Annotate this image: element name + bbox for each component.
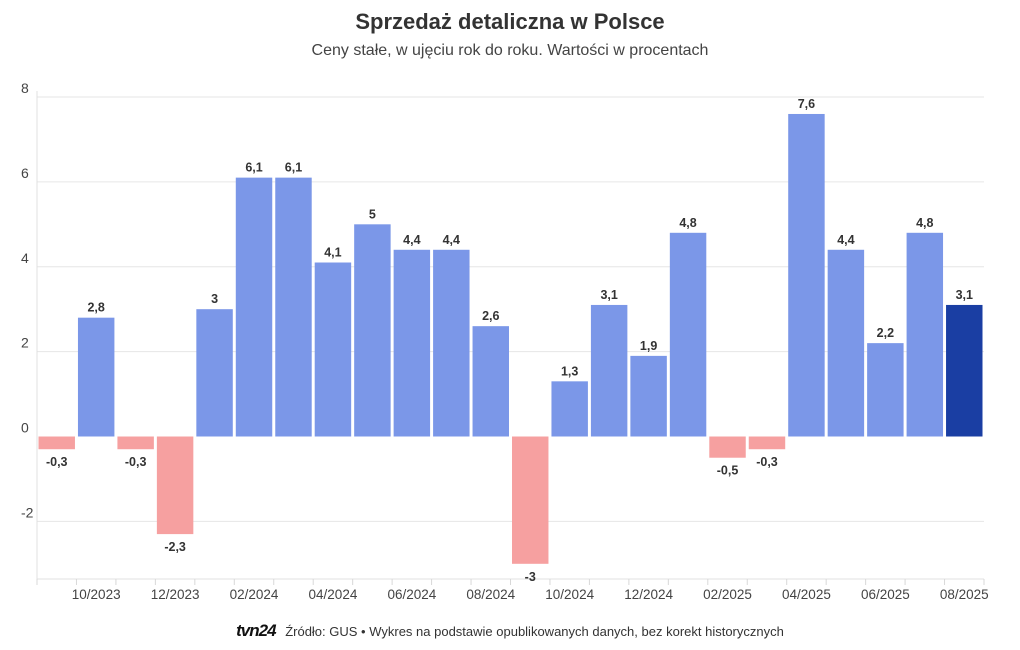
y-tick-label: -2 — [21, 504, 34, 520]
bar — [827, 249, 865, 437]
data-label: 2,8 — [87, 301, 104, 315]
bar — [275, 177, 312, 437]
bar — [354, 224, 391, 437]
data-label: 4,4 — [403, 233, 420, 247]
bar — [38, 436, 75, 450]
x-tick-label: 10/2024 — [545, 587, 594, 602]
data-label: 4,8 — [916, 216, 933, 230]
data-label: -3 — [525, 570, 536, 584]
bar — [669, 232, 707, 437]
y-tick-label: 6 — [21, 165, 29, 181]
chart-subtitle: Ceny stałe, w ujęciu rok do roku. Wartoś… — [311, 42, 709, 59]
data-label: 7,6 — [798, 97, 815, 111]
bar — [433, 249, 470, 437]
x-tick-label: 12/2023 — [151, 587, 200, 602]
y-tick-label: 4 — [21, 250, 29, 266]
data-label: 1,3 — [561, 364, 578, 378]
data-label: -2,3 — [164, 540, 186, 554]
y-tick-label: 8 — [21, 80, 29, 96]
bar — [393, 249, 431, 437]
data-label: 3,1 — [956, 288, 973, 302]
bar — [946, 304, 983, 437]
bar — [77, 317, 115, 437]
bar — [512, 436, 549, 564]
data-label: -0,3 — [125, 455, 147, 469]
x-tick-label: 06/2024 — [387, 587, 436, 602]
bar — [748, 436, 786, 450]
bar — [590, 304, 628, 437]
data-label: 5 — [369, 207, 376, 221]
y-tick-label: 2 — [21, 335, 29, 351]
x-tick-label: 04/2024 — [309, 587, 358, 602]
x-tick-label: 10/2023 — [72, 587, 121, 602]
data-label: 6,1 — [285, 161, 302, 175]
data-label: 4,1 — [324, 246, 341, 260]
chart-title: Sprzedaż detaliczna w Polsce — [355, 9, 665, 34]
bar — [196, 309, 233, 437]
bar — [788, 113, 825, 437]
x-tick-label: 06/2025 — [861, 587, 910, 602]
bar — [117, 436, 154, 450]
bar — [906, 232, 944, 437]
data-label: 4,4 — [837, 233, 854, 247]
bar — [235, 177, 273, 437]
data-label: 2,6 — [482, 309, 499, 323]
data-label: 4,8 — [679, 216, 696, 230]
bar — [709, 436, 746, 458]
bar — [630, 355, 667, 437]
bar — [867, 343, 904, 437]
footer: tvn24 Źródło: GUS • Wykres na podstawie … — [0, 621, 1020, 641]
x-tick-label: 12/2024 — [624, 587, 673, 602]
data-label: 3,1 — [600, 288, 617, 302]
bar — [551, 381, 588, 437]
data-label: -0,3 — [756, 455, 778, 469]
data-label: 2,2 — [877, 326, 894, 340]
x-tick-label: 08/2024 — [466, 587, 515, 602]
source-note: Źródło: GUS • Wykres na podstawie opubli… — [285, 624, 784, 639]
x-tick-label: 04/2025 — [782, 587, 831, 602]
data-label: -0,3 — [46, 455, 68, 469]
bar — [314, 262, 352, 437]
data-label: 1,9 — [640, 339, 657, 353]
y-tick-label: 0 — [21, 420, 29, 436]
data-label: -0,5 — [717, 464, 739, 478]
data-label: 4,4 — [443, 233, 460, 247]
x-tick-label: 02/2025 — [703, 587, 752, 602]
bar — [472, 326, 509, 437]
x-tick-label: 08/2025 — [940, 587, 989, 602]
x-tick-label: 02/2024 — [230, 587, 279, 602]
bar — [156, 436, 194, 535]
data-label: 3 — [211, 292, 218, 306]
data-label: 6,1 — [245, 161, 262, 175]
tvn24-logo: tvn24 — [236, 621, 276, 640]
